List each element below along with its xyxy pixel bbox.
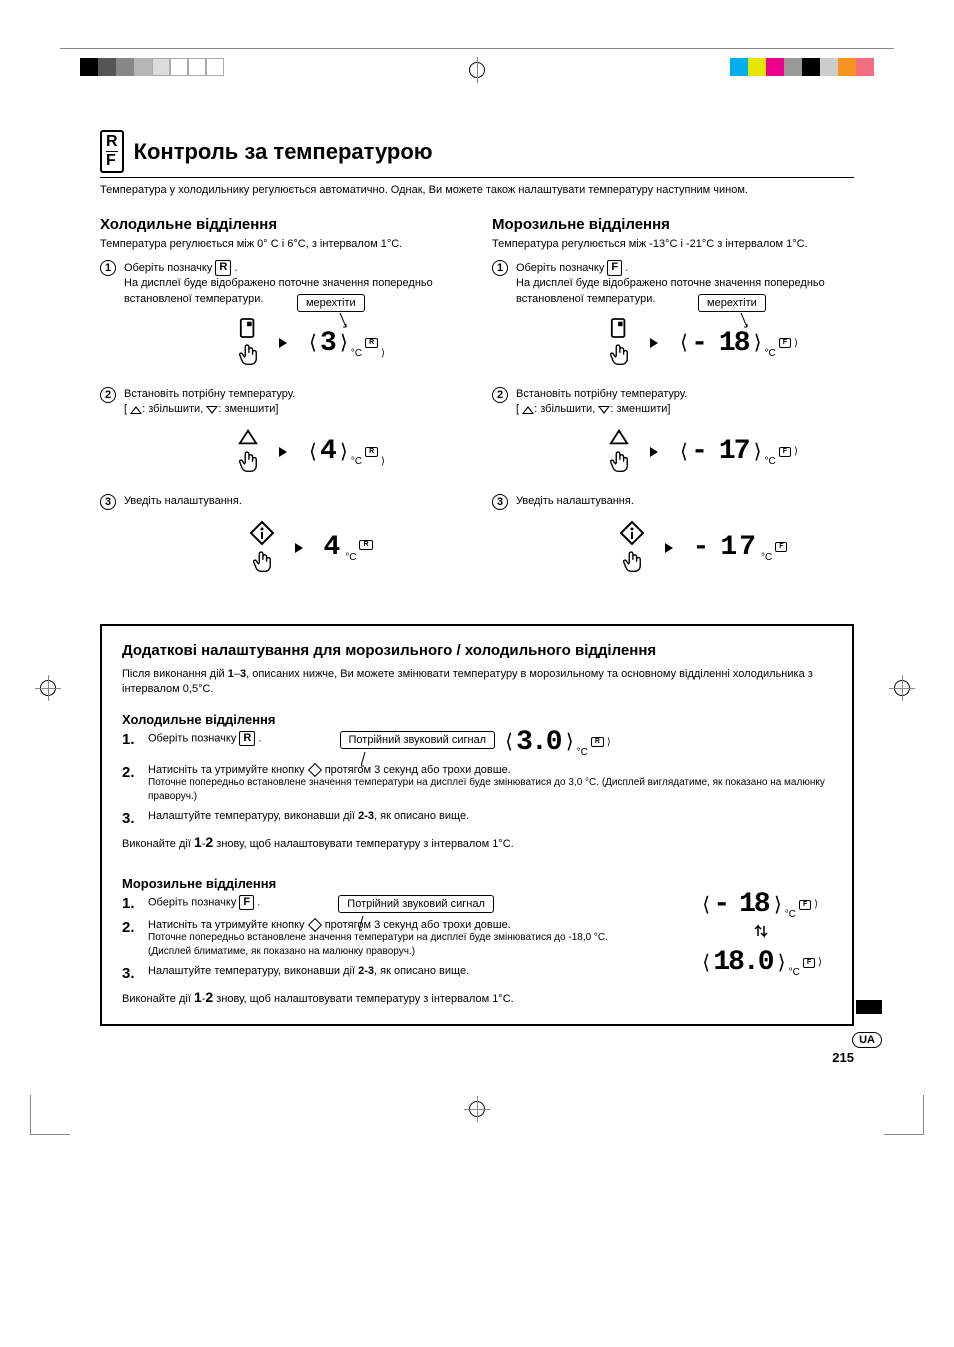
crop-swatches-right	[730, 58, 874, 76]
touch-icon	[621, 550, 643, 576]
fridge-column: Холодильне відділення Температура регулю…	[100, 216, 462, 594]
freezer-step1-text: Оберіть позначку F .	[516, 262, 628, 274]
crop-register-bottom	[469, 1101, 485, 1117]
arrow-icon	[665, 543, 673, 553]
beep-callout: Потрійний звуковий сигнал	[340, 731, 496, 749]
freezer-column: Морозильне відділення Температура регулю…	[492, 216, 854, 594]
intro-paragraph: Температура у холодильнику регулюється а…	[100, 184, 854, 196]
arrow-icon	[279, 338, 287, 348]
extra-fridge-display: ⟨ 3.0 ⟩ °C R ⟩	[503, 727, 611, 758]
fridge-heading: Холодильне відділення	[100, 216, 462, 233]
freezer-illus-1: мерехтіти ⟨ - 18 ⟩ °C F ⟩	[552, 317, 854, 369]
arrow-icon	[279, 447, 287, 457]
freezer-heading: Морозильне відділення	[492, 216, 854, 233]
page-body: R F Контроль за температурою Температура…	[0, 0, 954, 1165]
blink-callout: мерехтіти	[698, 294, 766, 312]
fridge-display-1: ⟨ 3 ⟩ °C R ⟩	[307, 328, 385, 359]
extra-fridge-footer: Виконайте дії 1-2 знову, щоб налаштовува…	[122, 833, 832, 853]
freezer-range: Температура регулюється між -13°C і -21°…	[492, 237, 854, 252]
step-3-badge: 3	[492, 494, 508, 510]
crop-register-right	[894, 680, 914, 700]
confirm-icon	[249, 520, 275, 546]
extra-freezer-s1: Оберіть позначку F .	[148, 895, 260, 910]
step-2-badge: 2	[492, 387, 508, 403]
crop-rule-top	[60, 48, 894, 49]
touch-icon	[251, 550, 273, 576]
rf-badge: R F	[100, 130, 124, 173]
freezer-illus-2: ⟨ - 17 ⟩ °C F ⟩	[552, 428, 854, 476]
freezer-step3-text: Уведіть налаштування.	[516, 495, 634, 507]
step-2-badge: 2	[100, 387, 116, 403]
fridge-step1-text: Оберіть позначку R .	[124, 262, 238, 274]
page-tab	[856, 1000, 882, 1014]
fridge-illus-2: ⟨ 4 ⟩ °C R ⟩	[160, 428, 462, 476]
freezer-step1-sub: На дисплеї буде відображено поточне знач…	[516, 277, 825, 304]
fridge-illus-1: мерехтіти ⟨ 3 ⟩ °C R ⟩	[160, 317, 462, 369]
arrow-icon	[650, 447, 658, 457]
freezer-step2-text: Встановіть потрібну температуру.	[516, 388, 687, 400]
touch-icon	[608, 450, 630, 476]
step-1-badge: 1	[492, 260, 508, 276]
up-icon	[238, 428, 258, 446]
page-number: 215	[100, 1050, 854, 1065]
step-1-badge: 1	[100, 260, 116, 276]
extra-fridge-s1: Оберіть позначку R .	[148, 731, 262, 746]
fridge-step2-sub: [ : збільшити, : зменшити]	[124, 403, 278, 415]
extra-fridge-s2: Натисніть та утримуйте кнопку протягом 3…	[148, 764, 832, 804]
crop-register-left	[40, 680, 60, 700]
title-rule	[100, 177, 854, 178]
fridge-step1-sub: На дисплеї буде відображено поточне знач…	[124, 277, 433, 304]
crop-corner-br	[884, 1095, 924, 1135]
freezer-illus-3: - 17 °C F	[552, 520, 854, 576]
crop-register-top	[457, 60, 497, 80]
extra-freezer-displays: ⟨ - 18 ⟩ °C F ⟩ ⟨ 18.0 ⟩ °C F ⟩	[700, 889, 822, 978]
arrow-icon	[295, 543, 303, 553]
touch-icon	[608, 343, 630, 369]
up-icon	[609, 428, 629, 446]
fridge-illus-3: 4 °C R	[160, 520, 462, 576]
select-icon	[239, 317, 257, 339]
freezer-display-1: ⟨ - 18 ⟩ °C F ⟩	[678, 328, 798, 359]
extra-fridge-heading: Холодильне відділення	[122, 712, 832, 727]
extra-heading: Додаткові налаштування для морозильного …	[122, 642, 832, 659]
fridge-step2-text: Встановіть потрібну температуру.	[124, 388, 295, 400]
extra-intro: Після виконання дій 1–3, описаних нижче,…	[122, 667, 832, 698]
extra-freezer-footer: Виконайте дії 1-2 знову, щоб налаштовува…	[122, 988, 832, 1008]
down-up-arrow-icon	[754, 924, 768, 938]
fridge-display-3: 4 °C R	[323, 532, 372, 563]
select-icon	[610, 317, 628, 339]
extra-freezer-s3: Налаштуйте температуру, виконавши дії 2-…	[148, 965, 469, 977]
beep-callout: Потрійний звуковий сигнал	[338, 895, 494, 913]
arrow-icon	[650, 338, 658, 348]
extra-settings-box: Додаткові налаштування для морозильного …	[100, 624, 854, 1026]
extra-freezer-s2: Натисніть та утримуйте кнопку протягом 3…	[148, 919, 628, 959]
extra-fridge-s3: Налаштуйте температуру, виконавши дії 2-…	[148, 810, 469, 822]
main-heading: Контроль за температурою	[134, 139, 433, 165]
touch-icon	[237, 343, 259, 369]
confirm-icon	[619, 520, 645, 546]
fridge-step3-text: Уведіть налаштування.	[124, 495, 242, 507]
fridge-range: Температура регулюється між 0° C і 6°C, …	[100, 237, 462, 252]
step-3-badge: 3	[100, 494, 116, 510]
touch-icon	[237, 450, 259, 476]
language-badge: UA	[852, 1032, 882, 1048]
blink-callout: мерехтіти	[297, 294, 365, 312]
freezer-display-2: ⟨ - 17 ⟩ °C F ⟩	[678, 436, 798, 467]
fridge-display-2: ⟨ 4 ⟩ °C R ⟩	[307, 436, 385, 467]
freezer-display-3: - 17 °C F	[693, 532, 788, 563]
crop-corner-bl	[30, 1095, 70, 1135]
crop-swatches-left	[80, 58, 224, 76]
freezer-step2-sub: [ : збільшити, : зменшити]	[516, 403, 670, 415]
